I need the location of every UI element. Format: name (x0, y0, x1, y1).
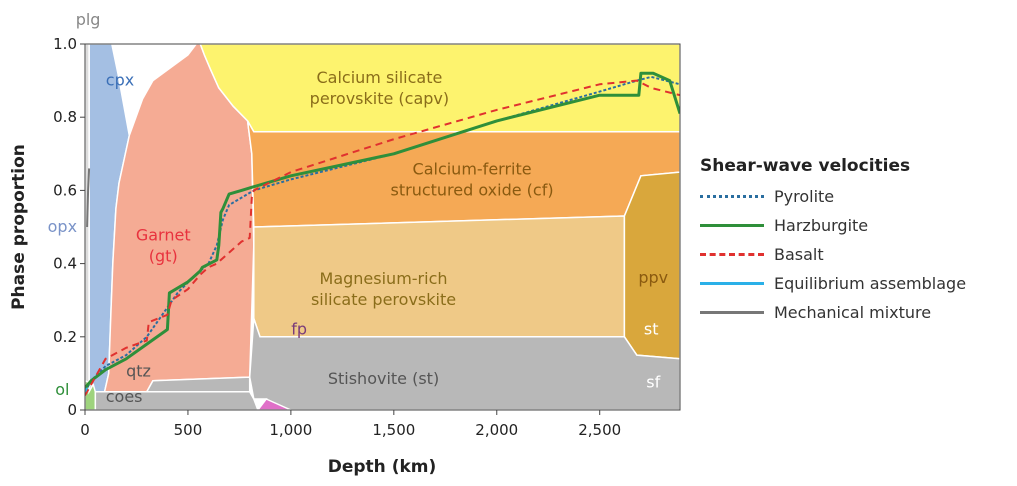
legend-label: Basalt (774, 245, 824, 264)
region-label-gt: Garnet (gt) (136, 225, 191, 265)
legend-swatch (700, 224, 764, 227)
legend-title: Shear-wave velocities (700, 156, 911, 176)
region-gt (103, 44, 255, 393)
region-capv (199, 44, 680, 133)
region-label-cpx: cpx (106, 71, 134, 90)
series-line-pyrolite (85, 75, 680, 393)
region-label-ol: ol (55, 380, 69, 399)
legend-label: Pyrolite (774, 187, 835, 206)
region-label-plg: plg (76, 10, 101, 29)
plot-frame (84, 43, 681, 411)
legend-label: Mechanical mixture (774, 303, 932, 322)
y-axis: 0 0.2 0.4 0.6 0.8 1.0 (53, 35, 85, 419)
region-label-capv: Calcium silicate perovskite (capv) (310, 68, 449, 108)
x-tick-label: 0 (80, 421, 90, 439)
side-label-sf: sf (646, 373, 660, 392)
x-tick-label: 2,000 (475, 421, 518, 439)
phase-proportion-chart: cpx Garnet (gt) Calcium silicate perovskite … (9, 10, 681, 477)
velocity-series (85, 71, 680, 396)
region-label-fp: fp (291, 319, 307, 338)
y-tick-label: 0.8 (53, 108, 77, 126)
region-labels: cpx Garnet (gt) Calcium silicate perovskite … (48, 10, 668, 406)
side-label-opx: opx (48, 217, 77, 236)
region-label-ppv: ppv (638, 268, 668, 287)
x-axis-title: Depth (km) (328, 457, 437, 477)
legend-item: Pyrolite (700, 182, 1015, 211)
x-tick-label: 1,000 (269, 421, 312, 439)
side-label-st2: st (644, 319, 659, 338)
legend-swatch (700, 253, 764, 256)
y-tick-label: 1.0 (53, 35, 77, 53)
x-tick-label: 1,500 (372, 421, 415, 439)
region-label-coes: coes (106, 387, 143, 406)
region-st (248, 318, 680, 410)
region-fp (256, 398, 292, 410)
legend: Shear-wave velocities Pyrolite Harzburgit… (700, 156, 1015, 327)
legend-item: Harzburgite (700, 211, 1015, 240)
legend-item: Basalt (700, 240, 1015, 269)
series-line-harzburgite (85, 71, 680, 389)
y-tick-label: 0.2 (53, 328, 77, 346)
y-axis-title: Phase proportion (9, 144, 29, 310)
region-label-mgpv: Magnesium-rich silicate perovskite (311, 269, 456, 309)
phase-regions (85, 44, 680, 410)
series-line-mechanical-mixture (86, 168, 91, 228)
legend-swatch (700, 311, 764, 314)
legend-label: Harzburgite (774, 216, 869, 235)
legend-label: Equilibrium assemblage (774, 274, 967, 293)
region-label-qtz: qtz (126, 362, 151, 381)
region-label-cf: Calcium-ferrite structured oxide (cf) (391, 159, 554, 199)
x-tick-label: 500 (174, 421, 203, 439)
legend-swatch (700, 282, 764, 285)
x-axis: 0 500 1,000 1,500 2,000 2,500 (80, 410, 621, 439)
series-line-basalt (85, 79, 680, 396)
y-tick-label: 0 (67, 401, 77, 419)
y-tick-label: 0.4 (53, 255, 77, 273)
region-ol (85, 379, 97, 410)
legend-swatch (700, 195, 764, 198)
legend-item: Equilibrium assemblage (700, 269, 1015, 298)
y-tick-label: 0.6 (53, 181, 77, 199)
region-label-st: Stishovite (st) (328, 369, 439, 388)
legend-item: Mechanical mixture (700, 298, 1015, 327)
x-tick-label: 2,500 (578, 421, 621, 439)
legend-items: Pyrolite Harzburgite Basalt Equilibrium ass… (700, 182, 1015, 327)
